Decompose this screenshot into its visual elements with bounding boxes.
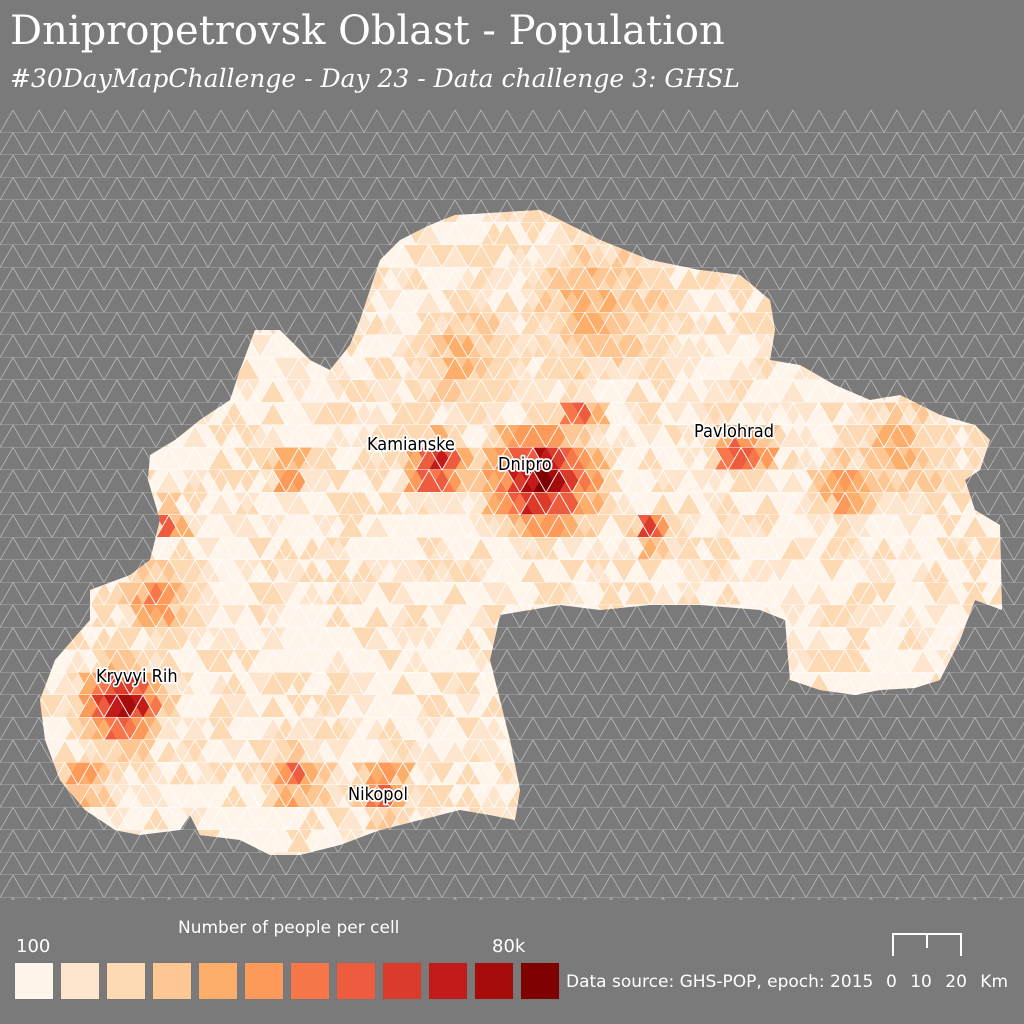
population-cell (585, 898, 611, 921)
population-cell (416, 898, 442, 921)
population-cell (871, 898, 897, 921)
legend-min-label: 100 (16, 936, 51, 957)
city-label-dnipro: Dnipro (498, 454, 552, 475)
population-cell (247, 898, 273, 921)
population-cell (364, 898, 390, 921)
population-cell (702, 898, 728, 921)
city-label-nikopol: Nikopol (348, 784, 408, 805)
population-cell (845, 898, 871, 921)
population-cell (312, 898, 338, 921)
population-cell (611, 898, 637, 921)
population-cell (104, 898, 130, 921)
legend-swatch (244, 962, 284, 1000)
legend-swatch (14, 962, 54, 1000)
data-source: Data source: GHS-POP, epoch: 2015 (566, 972, 874, 992)
population-cell (533, 898, 559, 921)
scale-bar (892, 933, 962, 956)
population-cell (572, 898, 598, 921)
population-cell (1014, 898, 1024, 921)
legend-swatch (382, 962, 422, 1000)
population-cell (780, 898, 806, 921)
population-cell (65, 898, 91, 921)
legend-swatch (336, 962, 376, 1000)
legend-swatch (152, 962, 192, 1000)
map-subtitle: #30DayMapChallenge - Day 23 - Data chall… (10, 64, 740, 93)
population-cell (91, 898, 117, 921)
population-cell (637, 898, 663, 921)
population-cell (338, 898, 364, 921)
legend-color-scale (14, 962, 560, 1000)
population-cell (663, 898, 689, 921)
population-cell (234, 898, 260, 921)
population-cell (520, 898, 546, 921)
population-cell (156, 898, 182, 921)
map-title: Dnipropetrovsk Oblast - Population (10, 8, 725, 54)
legend-max-label: 80k (492, 936, 526, 957)
population-cell (39, 898, 65, 921)
population-cell (793, 898, 819, 921)
legend-swatch (290, 962, 330, 1000)
population-cell (780, 898, 806, 921)
scale-bar-labels: 0 10 20 Km (886, 972, 1008, 992)
population-cell (715, 898, 741, 921)
legend-swatch (428, 962, 468, 1000)
population-cell (455, 898, 481, 921)
legend-title: Number of people per cell (178, 918, 400, 938)
population-cell (481, 898, 507, 921)
city-label-pavlohrad: Pavlohrad (694, 421, 774, 442)
population-cell (923, 898, 949, 921)
population-cell (481, 898, 507, 921)
city-label-kryvyi-rih: Kryvyi Rih (96, 666, 178, 687)
population-cell (949, 898, 975, 921)
population-cell (650, 898, 676, 921)
population-cell (286, 898, 312, 921)
legend-swatch (106, 962, 146, 1000)
population-cell (117, 898, 143, 921)
legend-swatch (474, 962, 514, 1000)
population-cell (442, 898, 468, 921)
population-cell (130, 898, 156, 921)
legend-swatch (520, 962, 560, 1000)
population-cell (1001, 898, 1024, 921)
city-label-kamianske: Kamianske (367, 434, 455, 455)
population-cell (767, 898, 793, 921)
legend-swatch (198, 962, 238, 1000)
population-cell (806, 898, 832, 921)
population-cell (741, 898, 767, 921)
legend-swatch (60, 962, 100, 1000)
population-cell (962, 898, 988, 921)
population-cell (598, 898, 624, 921)
population-cell (741, 898, 767, 921)
